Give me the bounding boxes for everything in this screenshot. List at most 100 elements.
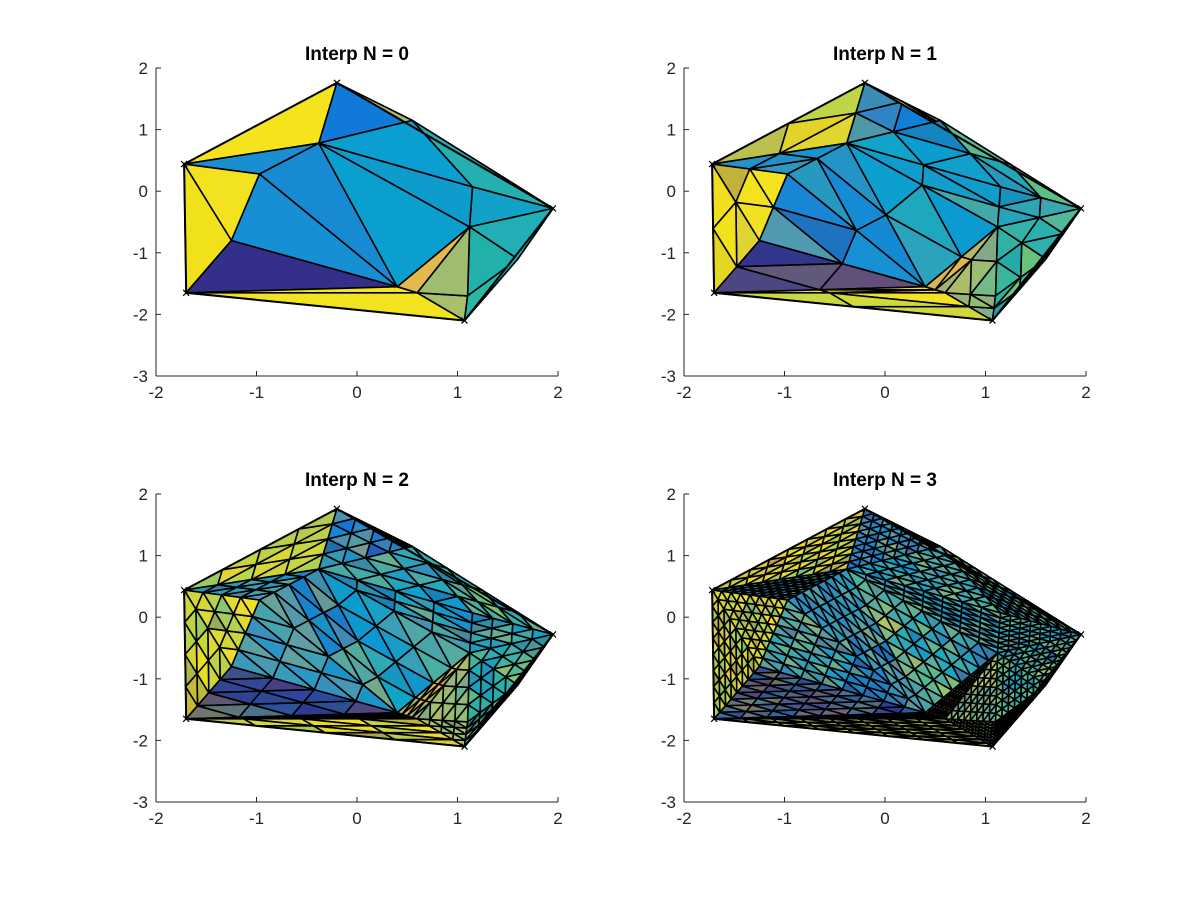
vertex-marker: [333, 79, 341, 87]
x-tick-label: -1: [249, 383, 264, 402]
mesh-triangle: [720, 586, 740, 593]
mesh-triangle: [844, 680, 868, 697]
mesh-triangle: [963, 710, 972, 721]
mesh-triangle: [717, 614, 726, 633]
mesh-triangle: [745, 602, 757, 614]
y-tick-label: -3: [133, 793, 148, 812]
mesh-triangle: [184, 672, 199, 707]
mesh-triangle: [1056, 648, 1069, 657]
vertex-marker: [549, 205, 557, 212]
mesh-triangle: [902, 594, 924, 607]
mesh-triangle: [880, 522, 895, 532]
mesh-triangle: [726, 600, 738, 612]
mesh-triangle: [1035, 608, 1055, 622]
mesh-triangle: [860, 625, 880, 646]
mesh-triangle: [993, 276, 1022, 310]
mesh-triangle: [217, 563, 257, 586]
x-tick-label: 1: [453, 809, 462, 828]
mesh-triangle: [758, 591, 777, 598]
mesh-triangle: [741, 653, 749, 671]
y-tick-label: 0: [139, 182, 148, 201]
mesh-triangle: [811, 724, 849, 731]
mesh-triangle: [757, 621, 769, 633]
mesh-triangle: [905, 714, 937, 718]
mesh-triangle: [950, 656, 972, 677]
mesh-triangle: [783, 696, 812, 705]
mesh-triangle: [993, 722, 1002, 733]
mesh: [708, 79, 1085, 324]
mesh-triangle: [931, 705, 943, 716]
mesh: [708, 505, 1085, 750]
mesh-triangle: [794, 682, 823, 692]
mesh-triangle: [1012, 609, 1032, 622]
mesh-triangle: [1019, 620, 1032, 627]
mesh-triangle: [342, 647, 379, 686]
mesh-triangle: [864, 535, 878, 545]
mesh-triangle: [881, 559, 902, 570]
mesh-triangle: [1008, 664, 1017, 675]
mesh-triangle: [766, 614, 778, 626]
mesh-triangle: [998, 196, 1042, 219]
mesh-triangle: [1006, 707, 1016, 717]
mesh-triangle: [412, 631, 453, 669]
mesh-triangle: [195, 640, 210, 675]
mesh-triangle: [782, 654, 806, 671]
mesh-triangle: [331, 517, 357, 535]
mesh-triangle: [419, 683, 440, 702]
mesh-triangle: [906, 538, 921, 549]
mesh-triangle: [934, 587, 956, 598]
mesh-triangle: [980, 735, 989, 741]
mesh-triangle: [935, 697, 947, 708]
mesh-triangle: [843, 615, 863, 636]
mesh-triangle: [941, 595, 963, 608]
mesh-triangle: [376, 661, 417, 699]
mesh-triangle: [963, 674, 974, 685]
mesh-triangle: [754, 595, 767, 607]
mesh-triangle: [775, 590, 794, 596]
mesh-triangle: [465, 711, 481, 729]
mesh-triangle: [1023, 645, 1036, 654]
mesh-triangle: [999, 614, 1012, 622]
mesh-triangle: [835, 694, 864, 703]
y-tick-label: 1: [139, 121, 148, 140]
x-tick-label: -2: [676, 383, 691, 402]
mesh-triangle: [761, 571, 783, 584]
mesh-triangle: [243, 717, 315, 727]
mesh-triangle: [852, 542, 867, 553]
mesh-triangle: [828, 623, 848, 644]
mesh-triangle: [785, 545, 807, 558]
vertex-marker: [710, 289, 718, 297]
mesh-triangle: [746, 656, 755, 674]
mesh-triangle: [345, 532, 371, 550]
mesh-triangle: [858, 608, 878, 628]
subplot-title: Interp N = 2: [305, 470, 409, 491]
mesh-triangle: [738, 619, 750, 631]
mesh-triangle: [931, 620, 952, 641]
mesh-triangle: [195, 591, 216, 613]
mesh-triangle: [477, 708, 493, 726]
mesh-triangle: [976, 694, 985, 705]
mesh-triangle: [804, 574, 824, 581]
mesh-triangle: [1020, 672, 1029, 683]
mesh-triangle: [975, 711, 985, 722]
mesh-triangle: [401, 696, 422, 716]
vertex-marker: [708, 160, 716, 168]
y-tick-label: -3: [661, 367, 676, 386]
y-tick-label: -3: [133, 367, 148, 386]
mesh-triangle: [962, 570, 982, 584]
mesh-triangle: [921, 605, 943, 618]
mesh-triangle: [789, 638, 813, 654]
mesh-triangle: [469, 637, 493, 650]
mesh-boundary: [711, 507, 1083, 748]
x-tick-label: -1: [777, 809, 792, 828]
mesh-triangle: [183, 608, 198, 643]
mesh-triangle: [739, 589, 759, 595]
x-tick-label: 1: [981, 809, 990, 828]
mesh-triangle: [1018, 630, 1031, 637]
mesh-triangle: [442, 685, 457, 705]
mesh-triangle: [972, 667, 983, 678]
mesh-triangle: [865, 677, 889, 694]
mesh-triangle: [884, 584, 905, 597]
mesh-triangle: [418, 584, 459, 603]
